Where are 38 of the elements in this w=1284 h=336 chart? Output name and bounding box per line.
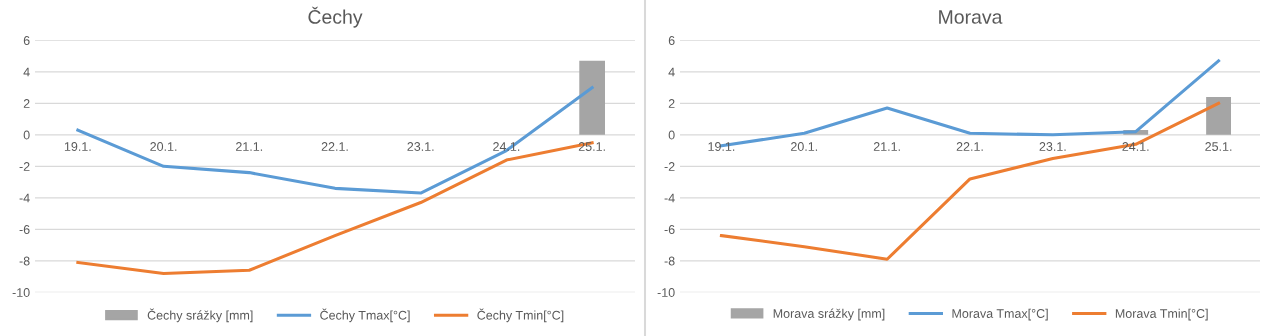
x-tick-label: 21.1. [873, 142, 900, 151]
x-tick-label: 25.1. [578, 142, 605, 151]
legend-label: Morava srážky [mm] [773, 308, 885, 321]
y-tick-label: -2 [19, 162, 30, 171]
legend-label: Morava Tmax[°C] [952, 308, 1048, 321]
x-tick-label: 20.1. [150, 142, 177, 151]
y-tick-label: 2 [23, 99, 30, 108]
y-tick-label: -4 [19, 193, 30, 203]
y-tick-label: 2 [668, 99, 675, 108]
y-tick-label: -6 [664, 225, 675, 234]
y-tick-label: 0 [668, 130, 675, 140]
legend-label: Čechy srážky [mm] [147, 308, 253, 323]
x-tick-label: 23.1. [407, 142, 434, 151]
x-tick-label: 23.1. [1039, 142, 1066, 151]
y-tick-label: -4 [664, 193, 675, 203]
x-tick-label: 19.1. [64, 142, 91, 151]
x-tick-label: 22.1. [321, 142, 348, 151]
chart-title: Čechy [308, 6, 363, 28]
legend-label: Čechy Tmax[°C] [320, 308, 410, 323]
x-tick-label: 25.1. [1205, 142, 1232, 151]
y-tick-label: 0 [23, 130, 30, 140]
y-tick-label: -10 [12, 288, 30, 297]
y-tick-label: -8 [664, 256, 675, 266]
chart-title: Morava [939, 10, 1003, 24]
x-tick-label: 22.1. [956, 142, 983, 151]
x-tick-label: 21.1. [236, 142, 263, 151]
y-tick-label: 6 [23, 36, 30, 45]
y-tick-label: -2 [664, 162, 675, 171]
y-tick-label: -6 [19, 225, 30, 234]
y-tick-label: -10 [657, 288, 675, 297]
x-tick-label: 19.1. [708, 142, 735, 151]
y-tick-label: 6 [668, 36, 675, 45]
y-tick-label: -8 [19, 256, 30, 266]
legend-label: Morava Tmin[°C] [1115, 308, 1208, 321]
y-tick-label: 4 [668, 67, 675, 77]
legend-label: Čechy Tmin[°C] [477, 308, 564, 323]
y-tick-label: 4 [23, 67, 30, 77]
x-tick-label: 20.1. [791, 142, 818, 151]
